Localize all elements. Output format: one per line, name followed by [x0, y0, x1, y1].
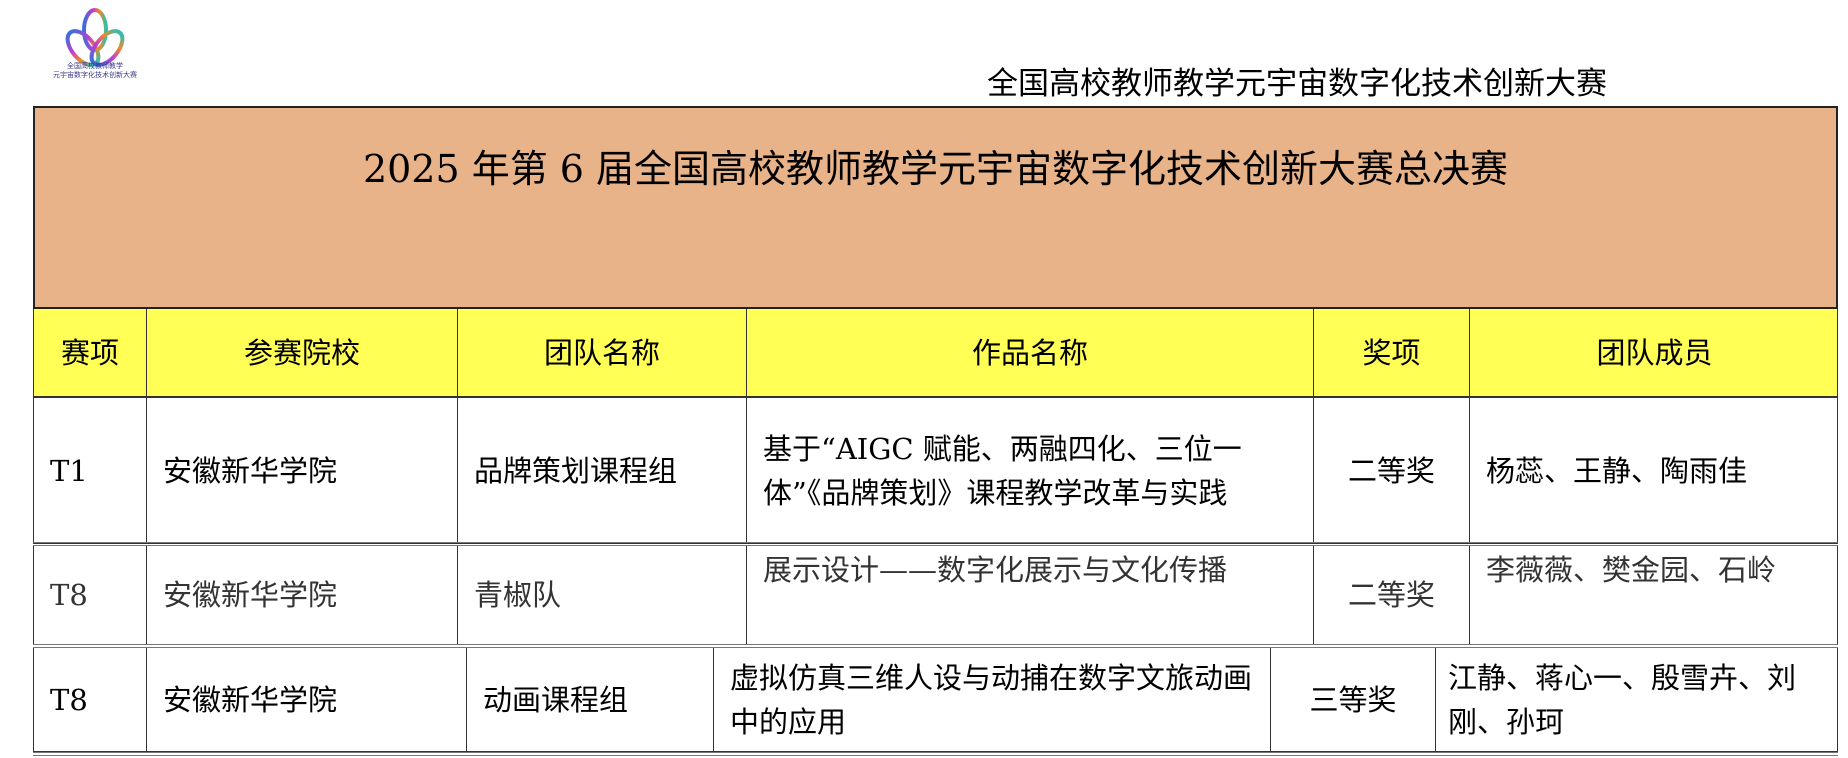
header-title: 全国高校教师教学元宇宙数字化技术创新大赛 — [987, 66, 1607, 102]
cell-members: 江静、蒋心一、殷雪卉、刘刚、孙珂 — [1448, 660, 1797, 739]
main-title: 2025 年第 6 届全国高校教师教学元宇宙数字化技术创新大赛总决赛 — [362, 147, 1509, 191]
title-band — [33, 106, 1838, 309]
cell-team: 青椒队 — [458, 546, 747, 644]
cell-work: 虚拟仿真三维人设与动捕在数字文旅动画中的应用 — [714, 648, 1271, 751]
cell-award: 二等奖 — [1314, 546, 1470, 644]
row-divider — [33, 752, 1838, 756]
cell-event: T1 — [34, 398, 147, 543]
cell-school: 安徽新华学院 — [147, 398, 458, 543]
cell-event: T8 — [34, 546, 147, 644]
contest-logo — [65, 8, 125, 67]
column-header: 作品名称 — [747, 309, 1314, 396]
table-header-row: 赛项 参赛院校 团队名称 作品名称 奖项 团队成员 — [33, 309, 1838, 397]
table-row: T8 安徽新华学院 动画课程组 虚拟仿真三维人设与动捕在数字文旅动画中的应用 三… — [33, 648, 1838, 752]
cell-school: 安徽新华学院 — [147, 546, 458, 644]
cell-members: 李薇薇、樊金园、石岭 — [1486, 553, 1777, 587]
cell-team: 品牌策划课程组 — [458, 398, 747, 543]
table-row: T1 安徽新华学院 品牌策划课程组 基于“AIGC 赋能、两融四化、三位一体”《… — [33, 397, 1838, 544]
cell-team: 动画课程组 — [467, 648, 714, 751]
column-header: 参赛院校 — [147, 309, 458, 396]
column-header: 团队成员 — [1596, 335, 1713, 370]
column-header: 赛项 — [34, 309, 147, 396]
cell-members: 杨蕊、王静、陶雨佳 — [1486, 453, 1748, 488]
cell-work: 展示设计——数字化展示与文化传播 — [747, 546, 1314, 644]
cell-award: 三等奖 — [1271, 648, 1436, 751]
cell-school: 安徽新华学院 — [147, 648, 467, 751]
cell-award: 二等奖 — [1314, 398, 1470, 543]
column-header: 奖项 — [1314, 309, 1470, 396]
logo-caption: 全国高校教师教学 元宇宙数字化技术创新大赛 — [53, 62, 137, 79]
cell-event: T8 — [34, 648, 147, 751]
row-divider — [33, 644, 1838, 648]
row-divider — [33, 542, 1838, 546]
table-row: T8 安徽新华学院 青椒队 展示设计——数字化展示与文化传播 二等奖 李薇薇、樊… — [33, 546, 1838, 644]
column-header: 团队名称 — [458, 309, 747, 396]
cell-work: 基于“AIGC 赋能、两融四化、三位一体”《品牌策划》课程教学改革与实践 — [747, 398, 1314, 543]
